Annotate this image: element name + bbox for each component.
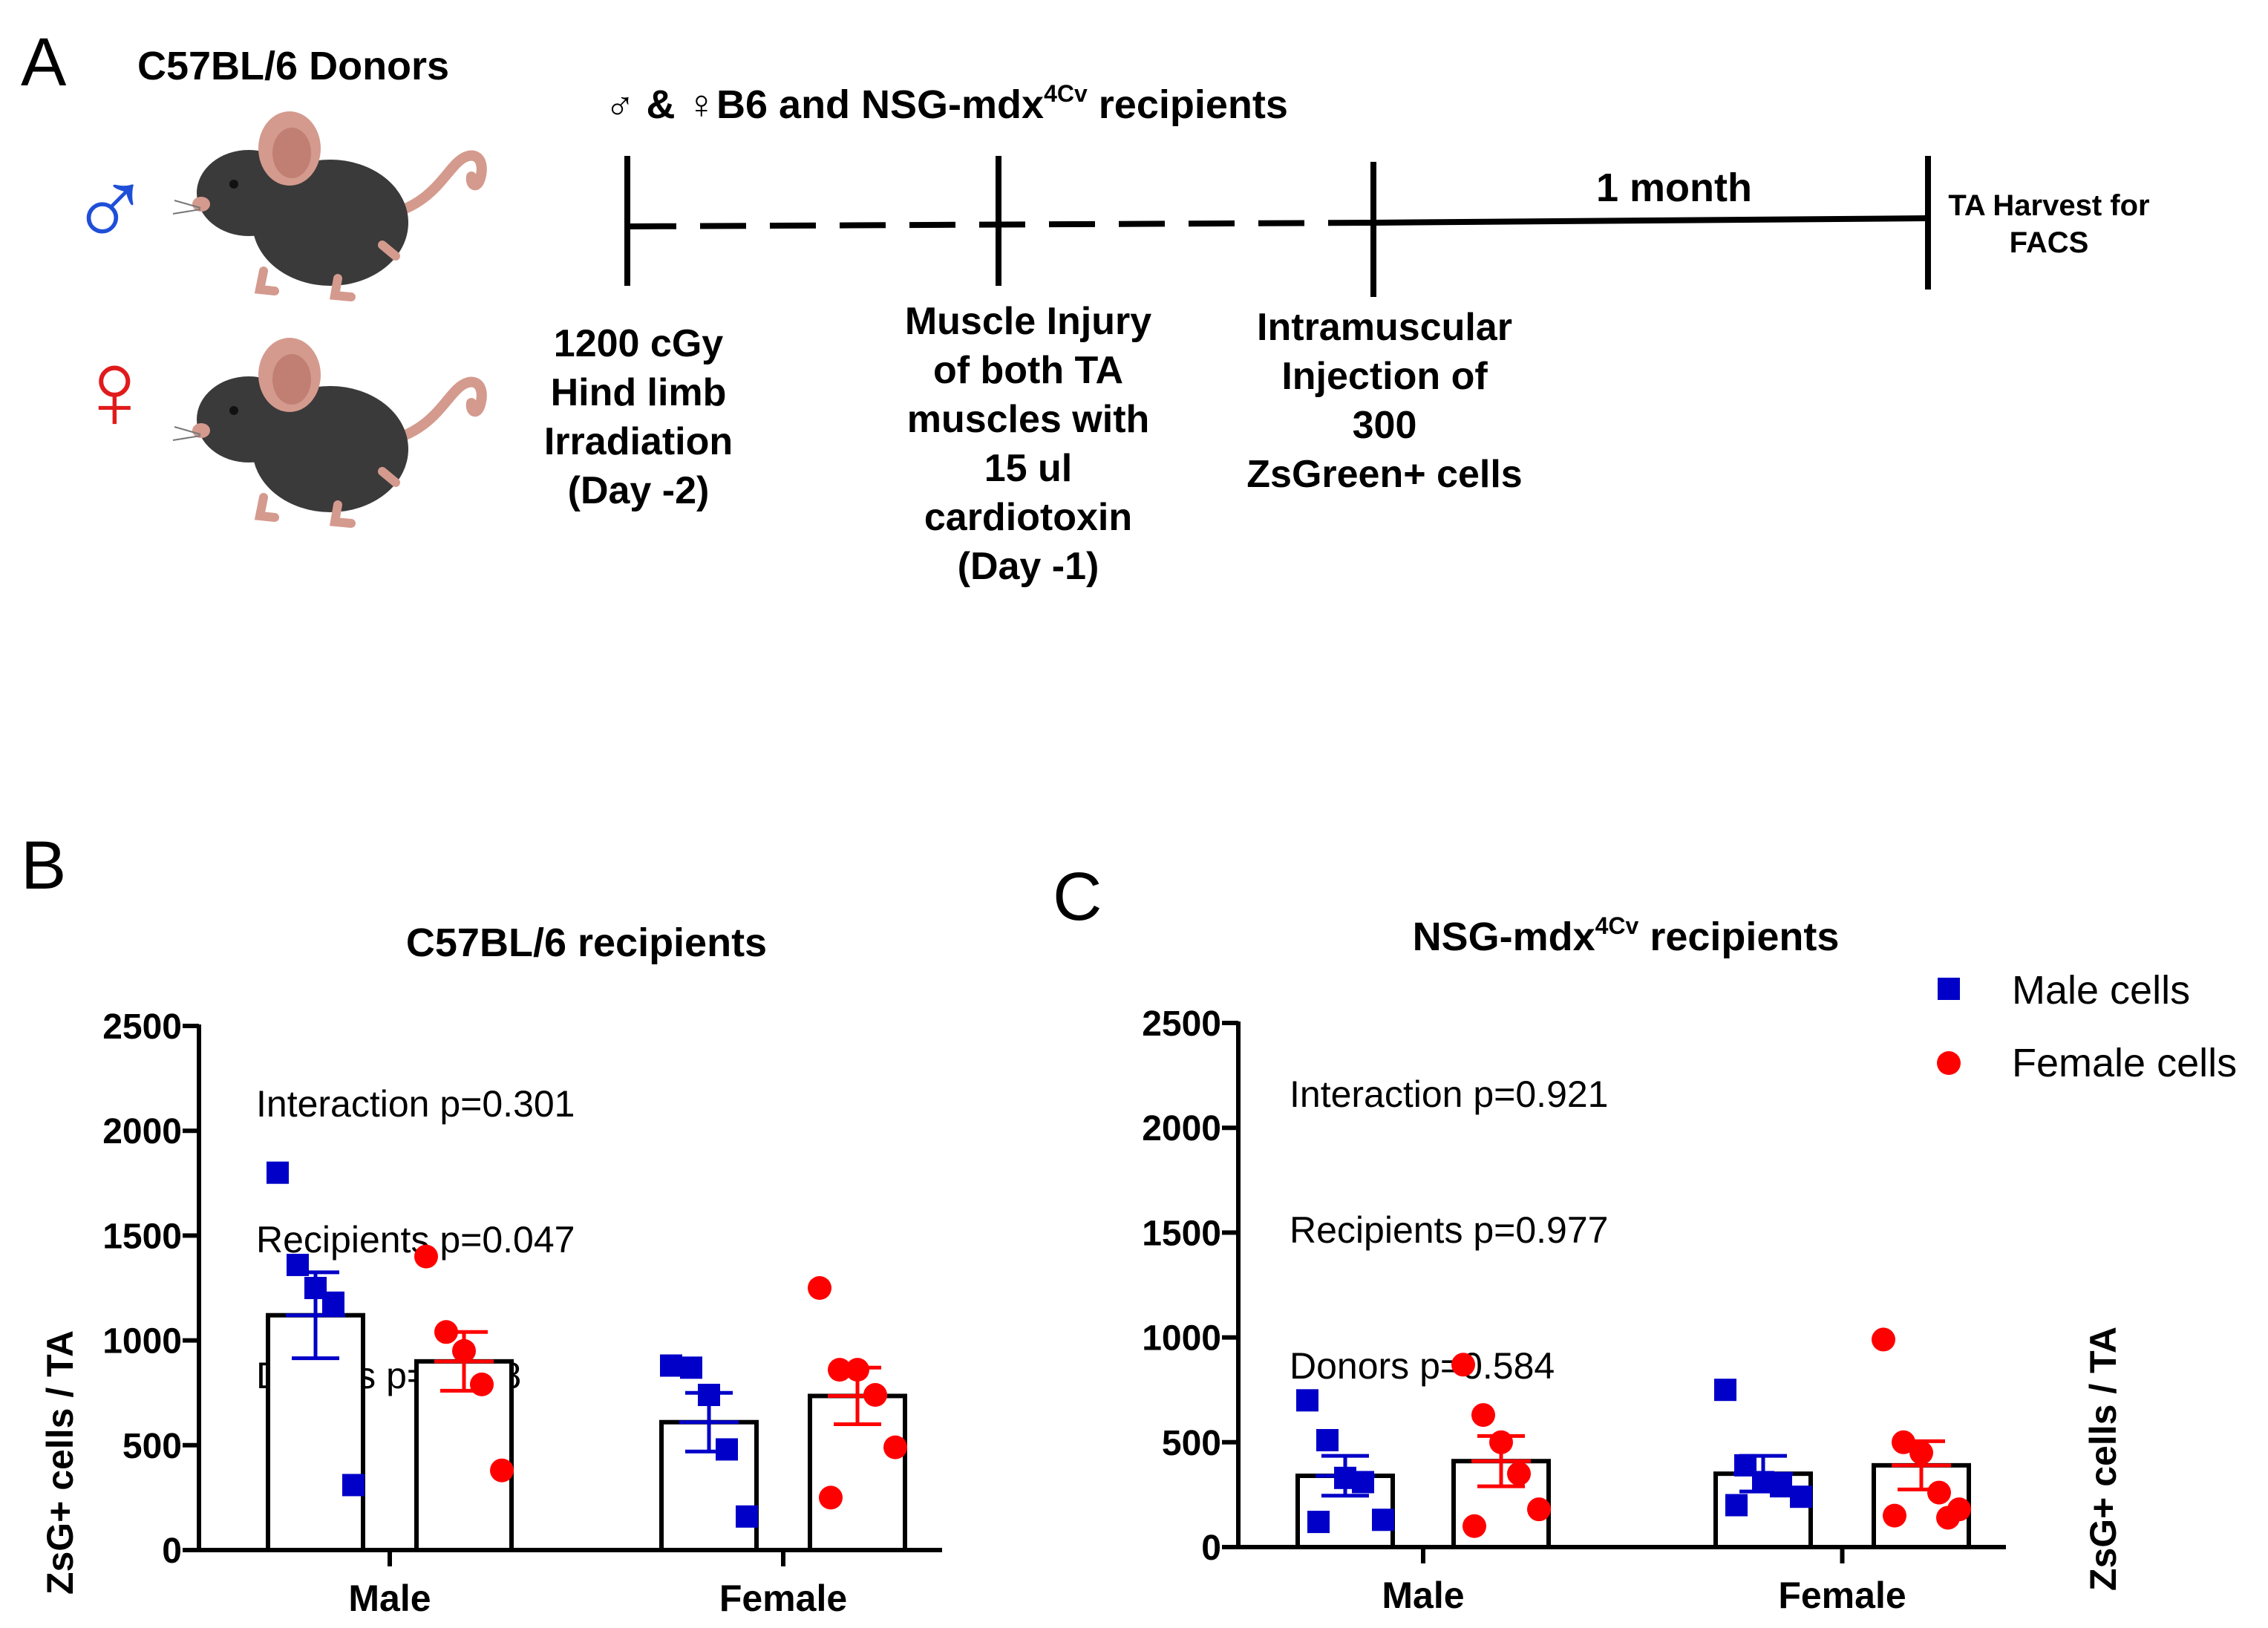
- chart-c-ytick-label: 1500: [1142, 1214, 1221, 1253]
- chart-b-point-male: [716, 1438, 738, 1461]
- chart-b-ytick-label: 500: [122, 1427, 182, 1466]
- chart-c-stat-donors: Donors p=0.584: [1290, 1345, 1555, 1387]
- chart-b-point-female: [470, 1372, 494, 1396]
- chart-c-point-male: [1714, 1379, 1736, 1402]
- chart-b-point-male: [267, 1161, 289, 1184]
- chart-c-ytick-label: 2000: [1142, 1109, 1221, 1148]
- chart-b-point-female: [828, 1358, 852, 1382]
- chart-c-point-male: [1307, 1511, 1330, 1534]
- duration-label: 1 month: [1596, 166, 1752, 210]
- chart-c-stat-recipients: Recipients p=0.977: [1290, 1209, 1609, 1251]
- chart-b-ytick-label: 2000: [102, 1112, 182, 1151]
- panel-a-letter: A: [21, 24, 67, 100]
- chart-c-point-female: [1489, 1430, 1513, 1454]
- chart-c-point-male: [1790, 1485, 1812, 1508]
- chart-c-point-female: [1463, 1514, 1486, 1538]
- chart-c-stat-interaction: Interaction p=0.921: [1290, 1073, 1609, 1115]
- chart-c-ytick-label: 500: [1162, 1424, 1221, 1463]
- timeline-solid-segment: [1373, 215, 1929, 226]
- donors-title: C57BL/6 Donors: [137, 44, 450, 88]
- chart-c-point-male: [1372, 1508, 1394, 1531]
- male-symbol-icon: ♂: [68, 142, 152, 267]
- chart-c-point-female: [1451, 1353, 1475, 1377]
- female-mouse-icon: [172, 338, 487, 528]
- chart-b-xtick-label: Female: [719, 1578, 847, 1619]
- chart-b-ytick-label: 1000: [102, 1322, 182, 1361]
- step-injury: Muscle Injury of both TA muscles with 15…: [904, 300, 1152, 588]
- chart-b-ytick-label: 1500: [102, 1217, 182, 1256]
- chart-b-point-female: [819, 1485, 843, 1510]
- chart-b-ytick-label: 2500: [102, 1007, 182, 1047]
- panel-c-letter: C: [1053, 859, 1102, 935]
- chart-c-point-male: [1770, 1475, 1792, 1498]
- recipients-title: ♂ & ♀B6 and NSG-mdx4Cv recipients: [605, 80, 1288, 127]
- chart-c-stats: Interaction p=0.921 Recipients p=0.977 D…: [1290, 981, 1609, 1434]
- chart-b-point-male: [342, 1474, 365, 1497]
- chart-c-point-female: [1527, 1497, 1551, 1522]
- chart-c-ylabel: ZsG+ cells / TA: [2082, 1327, 2124, 1591]
- chart-c-point-male: [1352, 1471, 1374, 1494]
- chart-c-ytick-label: 0: [1201, 1529, 1221, 1568]
- chart-c-point-male: [1296, 1389, 1318, 1412]
- chart-b-ylabel: ZsG+ cells / TA: [39, 1330, 81, 1595]
- harvest-label: TA Harvest for FACS: [1948, 189, 2150, 259]
- chart-c-ytick-label: 1000: [1142, 1319, 1221, 1359]
- timeline-dashed-segment: [630, 220, 1374, 229]
- chart-b-point-male: [698, 1384, 720, 1407]
- male-mouse-icon: [172, 111, 487, 301]
- chart-b-stat-recipients: Recipients p=0.047: [256, 1219, 575, 1261]
- chart-c-xtick-label: Female: [1778, 1575, 1906, 1616]
- chart-b-bar: [414, 1359, 514, 1553]
- step-irradiation: 1200 cGy Hind limb Irradiation (Day -2): [543, 322, 733, 512]
- chart-c-point-female: [1909, 1440, 1933, 1465]
- chart-b-point-male: [287, 1253, 309, 1276]
- chart-c-title: NSG-mdx4Cv recipients: [1413, 912, 1840, 959]
- panel-b-letter: B: [21, 828, 67, 903]
- chart-b-point-female: [846, 1358, 869, 1382]
- chart-c-point-female: [1872, 1327, 1895, 1352]
- chart-c-point-female: [1471, 1403, 1495, 1428]
- chart-c-point-male: [1725, 1494, 1748, 1517]
- chart-c-point-female: [1936, 1506, 1960, 1530]
- chart-b-point-female: [414, 1244, 438, 1269]
- chart-b-point-female: [883, 1435, 907, 1459]
- female-symbol-icon: ♀: [73, 327, 157, 452]
- legend-male-label: Male cells: [2012, 968, 2190, 1013]
- chart-b-ytick-label: 0: [162, 1531, 182, 1571]
- timeline: [624, 156, 1931, 297]
- chart-c-point-female: [1883, 1503, 1906, 1528]
- chart-c-point-female: [1507, 1462, 1531, 1486]
- chart-b-stat-interaction: Interaction p=0.301: [256, 1083, 575, 1125]
- step-injection: Intramuscular Injection of 300 ZsGreen+ …: [1246, 306, 1523, 496]
- chart-b: C57BL/6 recipients ZsG+ cells / TA 0 500 1…: [39, 921, 942, 1619]
- legend-male-marker: [1938, 978, 1960, 1000]
- chart-c-point-female: [1892, 1430, 1915, 1454]
- chart-b-point-female: [434, 1320, 458, 1344]
- chart-b-point-female: [490, 1458, 514, 1482]
- legend-female-label: Female cells: [2012, 1041, 2237, 1085]
- chart-b-xtick-label: Male: [348, 1578, 431, 1619]
- chart-b-point-female: [808, 1276, 831, 1300]
- chart-b-point-male: [680, 1356, 702, 1379]
- chart-c-point-male: [1316, 1428, 1339, 1451]
- chart-c-point-female: [1927, 1480, 1951, 1505]
- chart-c: NSG-mdx4Cv recipients ZsG+ cells / TA 0 5…: [1142, 912, 2237, 1616]
- chart-b-point-female: [863, 1383, 887, 1408]
- chart-b-point-male: [736, 1505, 758, 1528]
- chart-b-point-male: [322, 1291, 344, 1314]
- chart-b-title: C57BL/6 recipients: [406, 921, 767, 965]
- chart-b-point-male: [660, 1354, 682, 1377]
- legend-female-marker: [1937, 1051, 1961, 1075]
- chart-b-point-female: [452, 1338, 476, 1363]
- chart-c-ytick-label: 2500: [1142, 1004, 1221, 1044]
- chart-c-xtick-label: Male: [1382, 1575, 1464, 1616]
